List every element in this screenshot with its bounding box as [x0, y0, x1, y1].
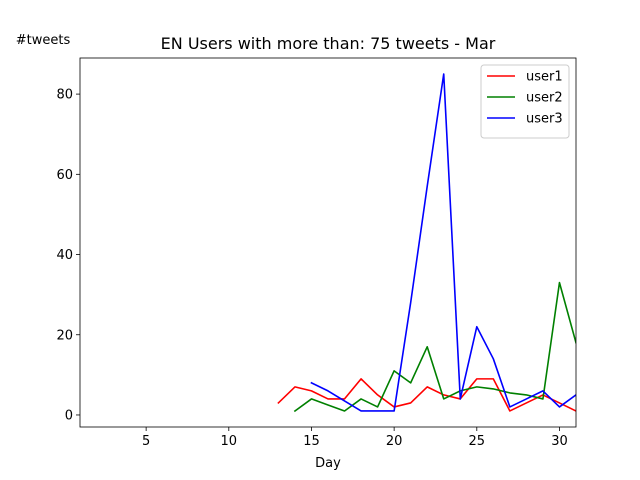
axes: 5 10 15 20 25 30 0 20 40 60 80: [56, 57, 577, 449]
plot-frame: [79, 57, 577, 428]
chart-title: EN Users with more than: 75 tweets - Mar: [161, 34, 496, 53]
legend-label-user2: user2: [526, 91, 563, 106]
legend: user1 user2 user3: [480, 64, 570, 139]
x-tick-label: 10: [221, 434, 238, 449]
x-tick-label: 25: [469, 434, 486, 449]
x-axis-label: Day: [315, 456, 341, 471]
series-line-user3: [310, 73, 576, 412]
x-tick-label: 15: [303, 434, 320, 449]
plot-lines: [277, 73, 576, 413]
series-line-user2: [293, 281, 576, 413]
legend-label-user3: user3: [526, 112, 563, 127]
x-tick-label: 30: [551, 434, 568, 449]
y-tick-label: 20: [56, 328, 73, 343]
y-tick-label: 40: [56, 248, 73, 263]
y-tick-label: 80: [56, 88, 73, 103]
y-tick-label: 0: [65, 408, 73, 423]
y-tick-label: 60: [56, 168, 73, 183]
x-tick-label: 5: [142, 434, 150, 449]
legend-label-user1: user1: [526, 70, 563, 85]
series-line-user1: [277, 378, 576, 412]
legend-box: [480, 64, 570, 139]
y-axis-label: #tweets: [16, 33, 71, 48]
x-tick-label: 20: [386, 434, 403, 449]
